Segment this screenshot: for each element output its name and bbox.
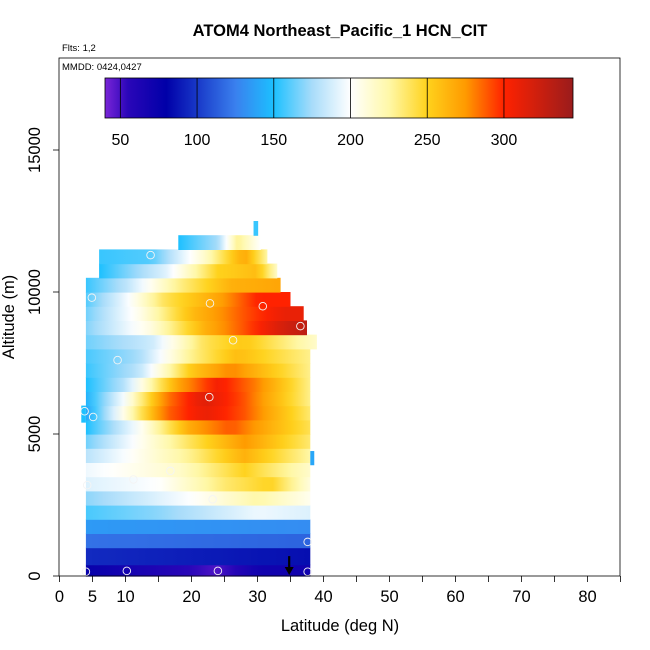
heatmap-layer <box>85 476 311 492</box>
latitude-marker <box>284 556 294 575</box>
sample-point <box>228 336 238 345</box>
heatmap-cells <box>81 221 317 577</box>
colorbar: 50 100 150 200 250 300 <box>104 77 574 149</box>
x-tick-label: 50 <box>380 588 398 606</box>
sample-point <box>303 567 312 576</box>
x-tick-label: 0 <box>55 588 64 606</box>
sample-point <box>82 480 92 490</box>
heatmap-layer <box>99 249 268 265</box>
sample-point <box>303 537 312 547</box>
heatmap-layer <box>85 419 311 435</box>
heatmap-layer <box>178 235 261 250</box>
sample-point <box>113 355 122 365</box>
colorbar-tick-label: 150 <box>260 132 287 149</box>
x-axis: 0 5 10 20 30 40 50 60 70 80 <box>55 576 621 606</box>
colorbar-gradient <box>104 77 574 119</box>
heatmap-layer <box>85 320 308 336</box>
sample-point <box>129 475 138 484</box>
sample-point <box>88 412 98 422</box>
sample-points <box>80 250 312 576</box>
heatmap-layer <box>85 405 311 421</box>
heatmap-layer <box>99 263 278 279</box>
sample-point <box>166 466 175 476</box>
heatmap-layer <box>85 505 311 520</box>
heatmap-layer <box>85 547 311 566</box>
x-tick-label: 20 <box>182 588 200 606</box>
heatmap-layer <box>85 434 311 449</box>
y-axis-label: Altitude (m) <box>0 275 18 359</box>
y-tick-label: 15000 <box>26 127 44 173</box>
heatmap-layer <box>85 348 311 364</box>
heatmap-layer <box>85 306 304 321</box>
heatmap-layer <box>85 292 291 307</box>
sample-point <box>146 250 155 260</box>
sample-point <box>205 392 214 402</box>
x-tick-label: 5 <box>88 588 97 606</box>
heatmap-layer <box>85 519 311 534</box>
sample-point <box>258 301 268 311</box>
heatmap-layer <box>85 462 311 478</box>
x-tick-label: 30 <box>248 588 266 606</box>
sample-point <box>213 566 223 576</box>
x-tick-label: 80 <box>578 588 596 606</box>
sample-point <box>81 567 91 576</box>
y-tick-label: 5000 <box>26 416 44 453</box>
x-tick-label: 10 <box>116 588 134 606</box>
sample-point <box>80 407 89 416</box>
heatmap-layer <box>85 490 311 506</box>
heatmap-layer <box>253 221 259 236</box>
colorbar-tick-label: 200 <box>337 132 364 149</box>
sample-point <box>122 566 132 576</box>
heatmap-layer <box>85 564 311 577</box>
heatmap-layer <box>85 377 311 392</box>
sample-point <box>296 321 305 331</box>
heatmap-layer <box>85 334 317 350</box>
x-tick-label: 40 <box>314 588 332 606</box>
y-tick-label: 10000 <box>26 269 44 315</box>
heatmap-layer <box>85 533 311 549</box>
x-tick-label: 70 <box>512 588 530 606</box>
y-axis: 0 5000 10000 15000 <box>26 127 59 581</box>
heatmap-layer <box>85 391 311 407</box>
heatmap-layer <box>85 448 311 463</box>
colorbar-tick-label: 250 <box>414 132 441 149</box>
heatmap-layer <box>85 363 311 378</box>
colorbar-tick-label: 50 <box>111 132 129 149</box>
plot-frame <box>58 57 621 577</box>
heatmap-cell <box>81 405 86 423</box>
sample-point <box>87 293 97 302</box>
colorbar-tick-label: 300 <box>491 132 518 149</box>
flights-annotation: Flts: 1,2 <box>62 43 96 54</box>
sample-point <box>208 495 217 504</box>
x-axis-label: Latitude (deg N) <box>281 617 399 635</box>
chart-title: ATOM4 Northeast_Pacific_1 HCN_CIT <box>193 22 488 40</box>
marker-head <box>284 567 294 575</box>
dates-annotation: MMDD: 0424,0427 <box>62 62 142 73</box>
heatmap-cell <box>310 451 315 466</box>
sample-point <box>205 299 215 308</box>
colorbar-tick-label: 100 <box>184 132 211 149</box>
x-tick-label: 60 <box>446 588 464 606</box>
heatmap-layer <box>85 277 281 293</box>
y-tick-label: 0 <box>26 571 44 580</box>
